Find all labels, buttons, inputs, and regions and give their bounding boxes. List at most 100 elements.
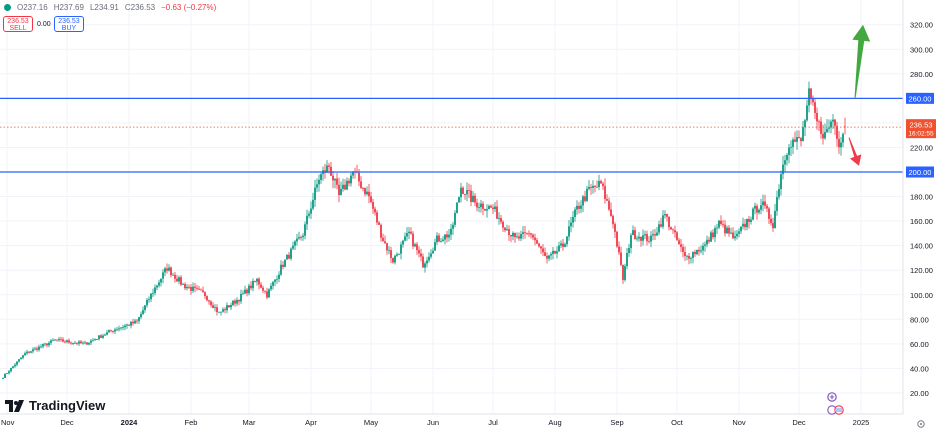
candle xyxy=(422,253,424,268)
buy-button[interactable]: 236.53 BUY xyxy=(54,16,84,32)
candle xyxy=(172,272,174,276)
candle-body xyxy=(416,244,418,251)
candle xyxy=(350,172,352,187)
candle-body xyxy=(744,223,746,228)
candle-body xyxy=(144,305,146,311)
candle xyxy=(164,266,166,277)
time-axis[interactable]: Nov Dec 2024 Feb Mar Apr May Jun Jul Aug Sep Oct Nov… xyxy=(1,418,869,427)
grid xyxy=(0,0,903,414)
candle-body xyxy=(300,237,302,238)
candle xyxy=(220,311,222,316)
candle-body xyxy=(526,232,528,234)
candle-body xyxy=(676,232,678,241)
candle-body xyxy=(224,309,226,311)
low-value: L234.91 xyxy=(89,3,119,12)
candle xyxy=(490,204,492,208)
sell-button[interactable]: 236.53 SELL xyxy=(3,16,33,32)
candle-body xyxy=(72,343,74,344)
candle-body xyxy=(104,334,106,336)
candle-body xyxy=(30,351,32,353)
ohlc-legend: O237.16 H237.69 L234.91 C236.53 −0.63 (−… xyxy=(4,3,216,12)
candle xyxy=(590,184,592,195)
candle xyxy=(32,347,34,354)
candle xyxy=(52,338,54,342)
horizontal-levels[interactable]: 260.00 200.00 xyxy=(0,92,934,178)
candle xyxy=(208,299,210,305)
candle xyxy=(808,81,810,113)
candle xyxy=(320,172,322,184)
candle-body xyxy=(536,240,538,244)
settings-icon[interactable] xyxy=(917,420,925,428)
candle xyxy=(802,121,804,142)
candle xyxy=(288,251,290,260)
candle xyxy=(348,178,350,187)
candle-body xyxy=(154,287,156,293)
candle xyxy=(588,180,590,191)
candle xyxy=(118,325,120,332)
candle xyxy=(546,252,548,264)
candle-body xyxy=(754,205,756,209)
candle xyxy=(592,180,594,194)
candle xyxy=(194,282,196,293)
candle-body xyxy=(640,236,642,241)
candle-body xyxy=(704,244,706,246)
candle xyxy=(234,298,236,307)
candle-body xyxy=(174,274,176,279)
candle xyxy=(60,336,62,342)
candle-body xyxy=(464,194,466,195)
candle xyxy=(570,216,572,233)
candle xyxy=(436,232,438,246)
status-dot-icon xyxy=(4,4,11,11)
candle-body xyxy=(60,339,62,340)
candle xyxy=(38,344,40,352)
candle-body xyxy=(652,234,654,236)
candle-body xyxy=(710,232,712,242)
candle xyxy=(708,236,710,244)
add-indicator-icon[interactable] xyxy=(827,392,837,402)
candle xyxy=(344,179,346,191)
candle xyxy=(98,335,100,341)
candle-body xyxy=(102,335,104,338)
candle-body xyxy=(212,305,214,309)
candle xyxy=(322,166,324,181)
candle-body xyxy=(654,234,656,236)
chart-side-icons[interactable] xyxy=(827,392,847,423)
time-tick-label: May xyxy=(364,418,378,427)
economic-events-icon[interactable] xyxy=(827,405,844,415)
candle-body xyxy=(18,359,20,362)
candle xyxy=(394,254,396,265)
candle xyxy=(410,227,412,235)
candle xyxy=(400,241,402,260)
candle xyxy=(470,184,472,207)
candle xyxy=(670,226,672,230)
candle xyxy=(522,226,524,240)
candle xyxy=(248,283,250,296)
candle xyxy=(214,304,216,312)
candle-body xyxy=(830,121,832,128)
candle-body xyxy=(466,190,468,195)
candle-body xyxy=(52,340,54,342)
candle-body xyxy=(496,206,498,219)
candle xyxy=(684,246,686,261)
price-axis[interactable]: 20.00 40.00 60.00 80.00 100.00 120.00 140.00 16… xyxy=(910,21,933,398)
candle-body xyxy=(588,187,590,189)
candle-body xyxy=(586,188,588,201)
candle xyxy=(810,88,812,105)
candle xyxy=(412,231,414,249)
candle-body xyxy=(620,252,622,265)
candle xyxy=(598,174,600,191)
candle-body xyxy=(412,233,414,247)
tradingview-logo[interactable]: TradingView xyxy=(5,398,105,413)
projection-arrows xyxy=(848,24,871,166)
candle xyxy=(476,198,478,212)
candle-body xyxy=(600,180,602,184)
candle-body xyxy=(474,195,476,203)
candle-body xyxy=(32,349,34,352)
candle-body xyxy=(282,264,284,267)
candle xyxy=(732,227,734,240)
candle-body xyxy=(712,232,714,238)
candle xyxy=(144,305,146,313)
time-tick-label: Oct xyxy=(671,418,684,427)
candle-body xyxy=(180,277,182,285)
